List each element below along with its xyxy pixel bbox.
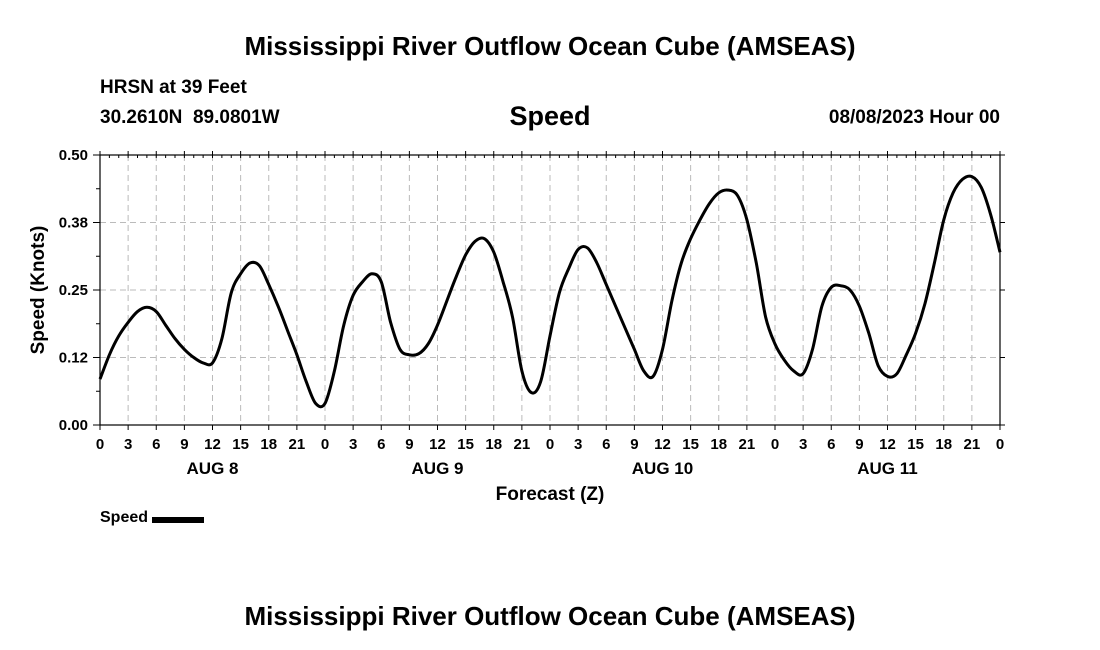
legend-label-speed: Speed [100, 509, 149, 526]
y-tick-label: 0.12 [59, 350, 88, 367]
y-tick-label: 0.00 [59, 417, 88, 434]
footer-title: Mississippi River Outflow Ocean Cube (AM… [244, 601, 856, 631]
x-tick-label: 3 [574, 436, 582, 453]
x-tick-label: 12 [429, 436, 446, 453]
day-label: AUG 10 [632, 459, 693, 478]
x-tick-label: 6 [602, 436, 610, 453]
station-label: HRSN at 39 Feet [100, 77, 247, 98]
series-line-speed [98, 174, 1002, 409]
page-title: Mississippi River Outflow Ocean Cube (AM… [244, 31, 856, 61]
x-tick-label: 0 [96, 436, 104, 453]
chart-grid [100, 155, 1000, 425]
day-label: AUG 8 [187, 459, 239, 478]
day-label: AUG 9 [412, 459, 464, 478]
y-axis-label: Speed (Knots) [28, 226, 49, 355]
y-tick-label: 0.25 [59, 282, 88, 299]
x-tick-label: 3 [124, 436, 132, 453]
x-tick-label: 0 [546, 436, 554, 453]
x-tick-label: 15 [907, 436, 924, 453]
x-tick-label: 18 [710, 436, 727, 453]
y-tick-label: 0.50 [59, 147, 88, 164]
x-tick-label: 9 [180, 436, 188, 453]
x-tick-label: 18 [260, 436, 277, 453]
legend: Speed [100, 509, 205, 527]
y-tick-label: 0.38 [59, 215, 88, 232]
x-tick-label: 9 [855, 436, 863, 453]
x-tick-label: 21 [289, 436, 306, 453]
x-tick-label: 21 [739, 436, 756, 453]
plot-frame [99, 154, 1001, 426]
x-tick-label: 3 [799, 436, 807, 453]
x-tick-label: 0 [996, 436, 1004, 453]
day-label: AUG 11 [857, 459, 917, 478]
x-tick-label: 3 [349, 436, 357, 453]
chart-axes [93, 151, 1005, 430]
x-tick-label: 12 [204, 436, 221, 453]
x-tick-label: 18 [485, 436, 502, 453]
x-tick-label: 0 [771, 436, 779, 453]
x-tick-label: 21 [514, 436, 531, 453]
x-tick-label: 15 [232, 436, 249, 453]
x-axis-label: Forecast (Z) [496, 484, 605, 505]
station-coordinates: 30.2610N 89.0801W [100, 107, 280, 128]
x-tick-label: 6 [827, 436, 835, 453]
x-tick-label: 6 [152, 436, 160, 453]
x-tick-label: 0 [321, 436, 329, 453]
chart-tick-labels: 0 3 6 9 12 15 18 21 0 3 6 9 12 15 18 21 0 3 6 9 12 15 18 21 0 3 6 9… [59, 147, 1004, 478]
x-tick-label: 21 [964, 436, 981, 453]
chart-title: Speed [509, 101, 591, 131]
x-tick-label: 6 [377, 436, 385, 453]
x-tick-label: 15 [682, 436, 699, 453]
x-tick-label: 15 [457, 436, 474, 453]
x-tick-label: 12 [879, 436, 896, 453]
legend-swatch-speed [152, 517, 205, 523]
x-tick-label: 12 [654, 436, 671, 453]
x-tick-label: 9 [630, 436, 638, 453]
x-tick-label: 9 [405, 436, 413, 453]
run-time-label: 08/08/2023 Hour 00 [828, 107, 1000, 128]
x-tick-label: 18 [935, 436, 952, 453]
